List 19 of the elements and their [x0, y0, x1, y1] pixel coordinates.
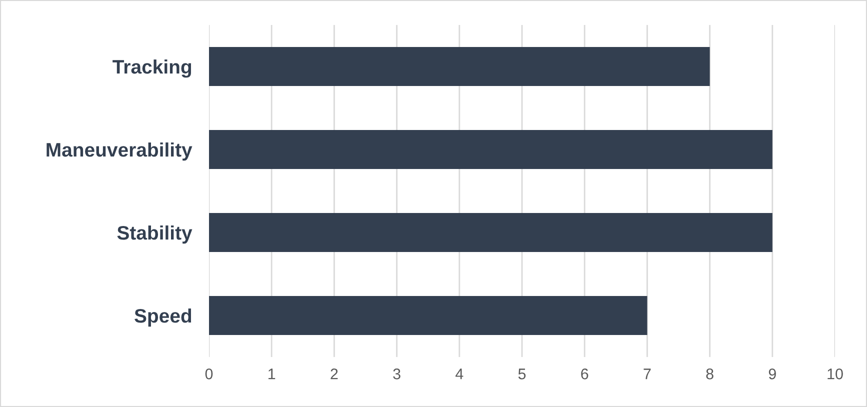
y-tick-label: Maneuverability: [46, 142, 192, 161]
x-tick-label: 5: [518, 368, 526, 380]
x-tick-label: 0: [205, 368, 213, 380]
y-tick-label: Stability: [117, 225, 192, 244]
y-tick-label: Tracking: [112, 59, 192, 78]
bar: [209, 212, 772, 252]
bar: [209, 46, 710, 86]
bar: [209, 130, 772, 170]
x-tick-label: 6: [581, 368, 588, 380]
x-tick-label: 9: [768, 368, 776, 380]
x-tick-label: 7: [644, 368, 651, 380]
x-tick-label: 3: [393, 368, 400, 380]
bar: [209, 296, 648, 336]
y-tick-label: Speed: [134, 308, 192, 327]
x-tick-label: 2: [330, 368, 338, 380]
x-tick-label: 4: [456, 368, 464, 380]
x-tick-label: 10: [828, 368, 843, 380]
x-tick-label: 8: [706, 368, 714, 380]
x-tick-label: 1: [268, 368, 276, 380]
